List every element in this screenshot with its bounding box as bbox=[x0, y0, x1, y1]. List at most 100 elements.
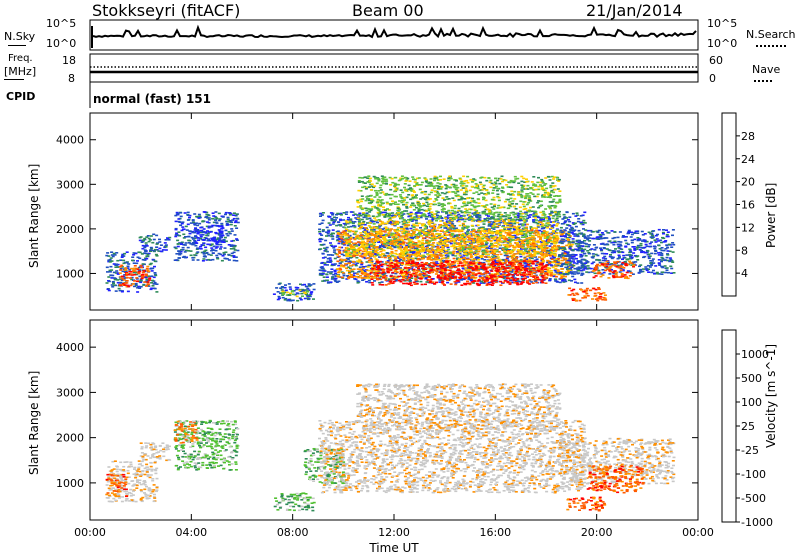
scatter-cell bbox=[414, 247, 417, 250]
scatter-cell bbox=[128, 269, 132, 271]
scatter-cell bbox=[460, 237, 464, 239]
scatter-cell bbox=[213, 215, 217, 218]
scatter-cell bbox=[422, 257, 425, 260]
scatter-cell bbox=[163, 242, 167, 244]
scatter-cell bbox=[285, 291, 289, 294]
scatter-cell bbox=[206, 217, 210, 219]
scatter-cell bbox=[522, 227, 526, 229]
scatter-cell bbox=[540, 218, 544, 221]
scatter-cell bbox=[471, 258, 475, 261]
scatter-cell bbox=[469, 256, 473, 259]
freq-legend-line bbox=[4, 79, 24, 80]
scatter-cell bbox=[329, 272, 333, 275]
scatter-cell bbox=[488, 245, 492, 247]
scatter-cell bbox=[207, 214, 211, 217]
scatter-cell bbox=[443, 259, 447, 262]
scatter-cell bbox=[143, 259, 147, 261]
scatter-cell bbox=[414, 277, 418, 280]
scatter-cell bbox=[483, 228, 487, 230]
scatter-cell bbox=[536, 234, 540, 236]
scatter-cell bbox=[338, 262, 342, 265]
scatter-cell bbox=[105, 254, 109, 257]
scatter-cell bbox=[116, 259, 120, 262]
scatter-cell bbox=[323, 264, 327, 266]
scatter-cell bbox=[210, 237, 214, 240]
scatter-cell bbox=[505, 222, 509, 224]
scatter-cell bbox=[204, 232, 208, 234]
scatter-cell bbox=[567, 243, 571, 246]
scatter-cell bbox=[577, 266, 581, 268]
scatter-cell bbox=[503, 248, 507, 251]
scatter-cell bbox=[561, 280, 565, 282]
scatter-cell bbox=[516, 216, 520, 219]
scatter-cell bbox=[287, 283, 291, 285]
scatter-cell bbox=[381, 273, 385, 275]
scatter-cell bbox=[401, 243, 405, 246]
scatter-cell bbox=[326, 233, 330, 235]
scatter-cell bbox=[556, 236, 559, 239]
scatter-cell bbox=[212, 221, 216, 224]
scatter-cell bbox=[211, 217, 215, 220]
scatter-cell bbox=[370, 240, 374, 242]
scatter-cell bbox=[178, 234, 182, 237]
scatter-cell bbox=[511, 244, 514, 247]
scatter-cell bbox=[197, 231, 200, 233]
scatter-cell bbox=[180, 242, 184, 244]
scatter-cell bbox=[325, 279, 329, 282]
scatter-cell bbox=[327, 231, 331, 233]
scatter-cell bbox=[175, 232, 179, 234]
scatter-cell bbox=[164, 244, 168, 246]
scatter-cell bbox=[357, 220, 361, 223]
scatter-cell bbox=[111, 286, 115, 288]
scatter-cell bbox=[533, 247, 537, 249]
scatter-cell bbox=[513, 261, 517, 264]
scatter-cell bbox=[112, 252, 116, 255]
scatter-cell bbox=[123, 284, 127, 286]
scatter-cell bbox=[372, 243, 376, 246]
scatter-cell bbox=[359, 234, 363, 237]
scatter-cell bbox=[397, 260, 401, 263]
scatter-cell bbox=[224, 251, 228, 253]
scatter-cell bbox=[196, 224, 200, 227]
scatter-cell bbox=[367, 224, 371, 227]
scatter-cell bbox=[141, 258, 145, 261]
scatter-cell bbox=[137, 285, 141, 288]
scatter-cell bbox=[309, 284, 313, 286]
scatter-cell bbox=[427, 212, 431, 215]
scatter-cell bbox=[515, 239, 519, 241]
scatter-cell bbox=[142, 270, 146, 272]
scatter-cell bbox=[436, 211, 440, 214]
scatter-cell bbox=[483, 276, 487, 278]
scatter-cell bbox=[217, 212, 221, 215]
scatter-cell bbox=[188, 216, 191, 219]
scatter-cell bbox=[554, 258, 558, 260]
scatter-cell bbox=[400, 230, 404, 233]
scatter-cell bbox=[365, 228, 369, 231]
scatter-cell bbox=[454, 266, 458, 268]
scatter-cell bbox=[351, 222, 355, 225]
scatter-cell bbox=[220, 236, 223, 238]
scatter-cell bbox=[144, 242, 148, 244]
scatter-cell bbox=[412, 232, 416, 234]
scatter-cell bbox=[187, 250, 191, 252]
scatter-cell bbox=[206, 243, 210, 246]
scatter-cell bbox=[352, 214, 356, 216]
scatter-cell bbox=[332, 251, 336, 253]
scatter-cell bbox=[331, 238, 335, 240]
scatter-cell bbox=[130, 267, 134, 270]
scatter-cell bbox=[516, 238, 520, 240]
scatter-cell bbox=[152, 259, 156, 261]
scatter-cell bbox=[144, 250, 148, 253]
scatter-cell bbox=[418, 243, 422, 245]
scatter-cell bbox=[125, 280, 129, 282]
scatter-cell bbox=[321, 229, 325, 231]
scatter-cell bbox=[318, 272, 322, 275]
scatter-cell bbox=[292, 289, 296, 292]
scatter-cell bbox=[153, 287, 157, 290]
scatter-cell bbox=[193, 223, 197, 225]
scatter-cell bbox=[476, 213, 480, 215]
scatter-cell bbox=[182, 244, 186, 246]
scatter-cell bbox=[430, 221, 434, 224]
scatter-cell bbox=[546, 259, 550, 262]
scatter-cell bbox=[128, 277, 132, 279]
